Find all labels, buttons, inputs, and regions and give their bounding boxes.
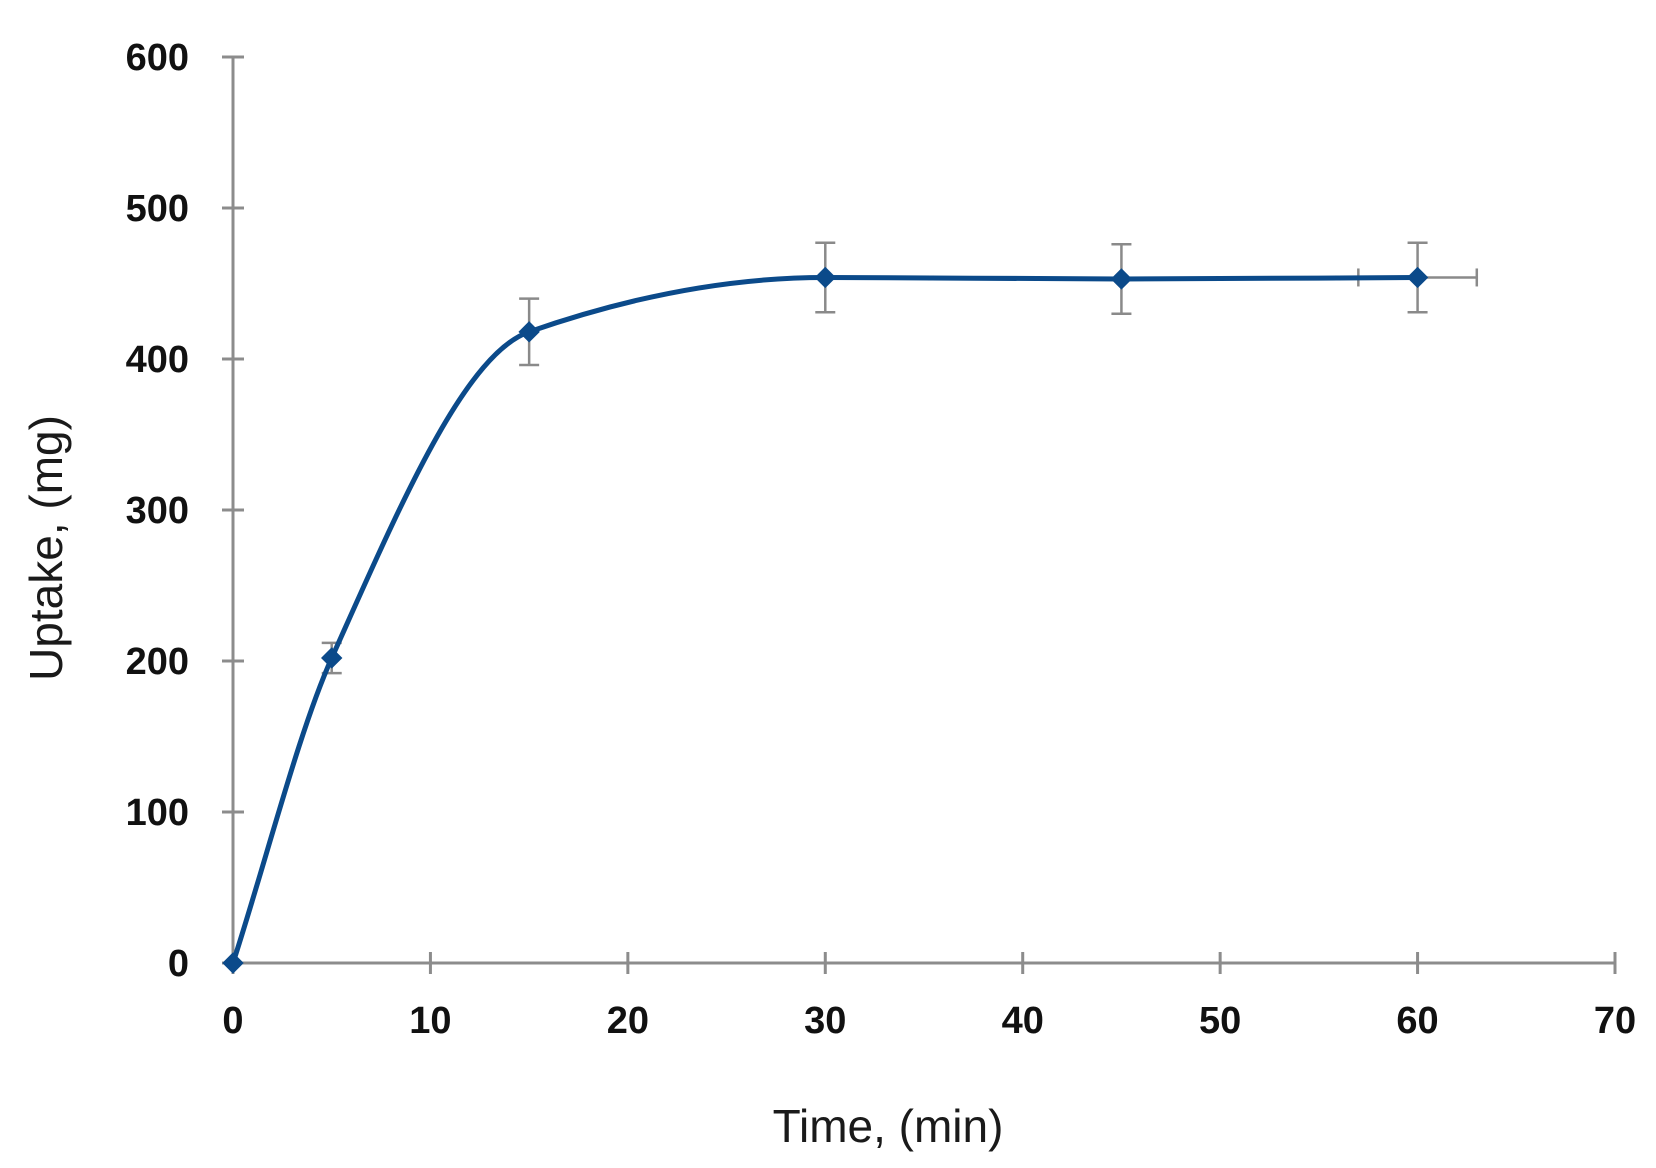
series-line xyxy=(230,274,1421,966)
data-point-marker xyxy=(1406,266,1429,289)
y-tick-label: 300 xyxy=(126,490,189,532)
x-tick-label: 20 xyxy=(607,1000,649,1042)
x-tick-label: 0 xyxy=(222,1000,243,1042)
y-tick-label: 100 xyxy=(126,792,189,834)
data-point-marker xyxy=(222,952,244,974)
y-tick-label: 400 xyxy=(126,339,189,381)
data-point-marker xyxy=(321,647,343,669)
x-tick-label: 50 xyxy=(1199,1000,1241,1042)
y-tick-label: 500 xyxy=(126,188,189,230)
y-axis-title: Uptake, (mg) xyxy=(20,415,72,681)
axes xyxy=(231,57,1615,965)
data-point-marker xyxy=(518,321,540,343)
x-tick-label: 60 xyxy=(1396,1000,1438,1042)
x-tick-label: 30 xyxy=(804,1000,846,1042)
y-tick-label: 200 xyxy=(126,641,189,683)
error-bars xyxy=(321,241,1479,675)
x-axis-title: Time, (min) xyxy=(773,1100,1004,1152)
y-tick-label: 0 xyxy=(168,943,189,985)
data-point-marker xyxy=(814,266,836,289)
x-tick-label: 70 xyxy=(1594,1000,1636,1042)
ticks: 0 100 200 300 400 500 600 0 10 20 30 40 50 60 70 xyxy=(126,37,1637,1042)
data-point-marker xyxy=(1110,268,1133,290)
series-group xyxy=(222,266,1429,974)
y-tick-label: 600 xyxy=(126,37,189,79)
x-tick-label: 40 xyxy=(1002,1000,1044,1042)
x-tick-label: 10 xyxy=(409,1000,451,1042)
